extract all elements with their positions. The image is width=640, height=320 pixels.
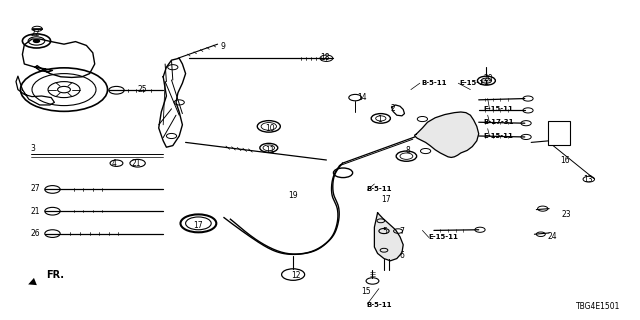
Text: 11: 11 [266, 146, 275, 155]
Text: B-5-11: B-5-11 [366, 302, 392, 308]
Text: B-17-31: B-17-31 [483, 119, 514, 125]
Text: 17: 17 [193, 221, 203, 230]
Text: 5: 5 [382, 227, 387, 236]
Polygon shape [415, 112, 479, 157]
Text: 2: 2 [390, 104, 395, 113]
Text: 16: 16 [560, 156, 570, 164]
Text: 10: 10 [266, 124, 275, 132]
Circle shape [33, 39, 40, 43]
Text: B-5-11: B-5-11 [421, 80, 447, 85]
Text: 21: 21 [31, 207, 40, 216]
Text: 25: 25 [138, 85, 147, 94]
Text: 20: 20 [483, 74, 493, 83]
Text: E-15-11: E-15-11 [460, 80, 490, 85]
Text: 14: 14 [357, 93, 367, 102]
Text: 9: 9 [221, 42, 226, 51]
Text: 19: 19 [288, 191, 298, 200]
Text: 24: 24 [547, 232, 557, 241]
Text: 27: 27 [31, 184, 40, 193]
Text: 6: 6 [400, 252, 405, 260]
Text: E-15-11: E-15-11 [483, 133, 513, 139]
Text: 4: 4 [112, 159, 117, 168]
Text: 26: 26 [31, 229, 40, 238]
Text: 12: 12 [291, 271, 301, 280]
Text: 15: 15 [362, 287, 371, 296]
Text: 13: 13 [584, 175, 593, 184]
Text: 8: 8 [406, 146, 410, 155]
Text: 21: 21 [131, 159, 141, 168]
Text: 7: 7 [399, 227, 404, 236]
Text: E-15-11: E-15-11 [483, 106, 513, 112]
Text: B-5-11: B-5-11 [366, 187, 392, 192]
Text: 22: 22 [31, 29, 40, 38]
Text: 18: 18 [320, 53, 330, 62]
Text: FR.: FR. [46, 270, 64, 280]
Text: 1: 1 [378, 115, 382, 124]
Text: TBG4E1501: TBG4E1501 [577, 302, 621, 311]
FancyBboxPatch shape [548, 121, 570, 145]
Text: 17: 17 [381, 195, 391, 204]
Circle shape [481, 78, 492, 83]
Polygon shape [374, 213, 403, 261]
Text: 3: 3 [31, 144, 36, 153]
Text: E-15-11: E-15-11 [429, 234, 459, 240]
Text: 23: 23 [562, 210, 572, 219]
